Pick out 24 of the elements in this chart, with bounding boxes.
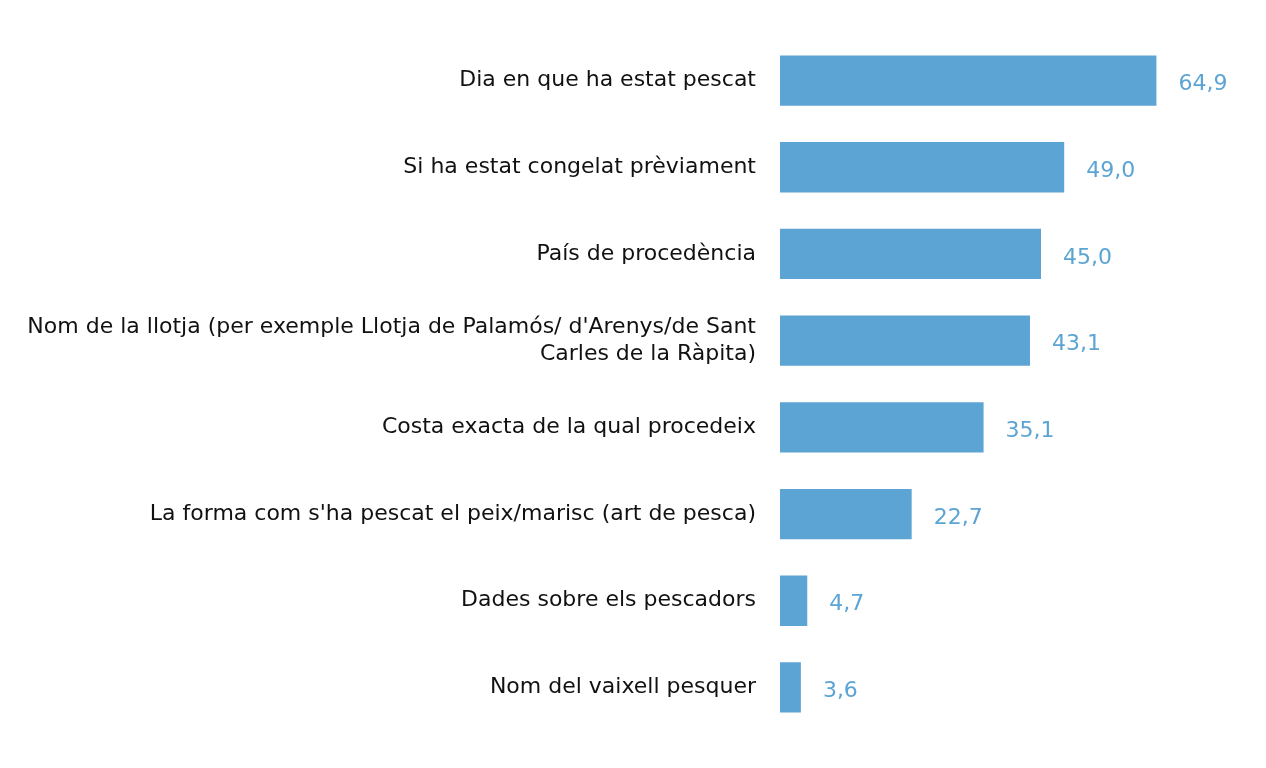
data-label: 43,1 — [1051, 330, 1101, 356]
y-tick-label: Costa exacta de la qual procedeix — [381, 413, 756, 439]
bar — [780, 228, 1041, 280]
data-label: 4,7 — [829, 590, 865, 616]
data-label: 35,1 — [1005, 417, 1055, 443]
data-label: 22,7 — [933, 503, 983, 529]
bar — [780, 55, 1157, 106]
y-tick-label: Dia en que ha estat pescat — [459, 66, 757, 92]
bar — [780, 488, 912, 540]
bar — [780, 402, 984, 453]
y-tick-label: La forma com s'ha pescat el peix/marisc (art de pesca) — [149, 499, 756, 525]
data-label: 3,6 — [822, 677, 858, 703]
y-tick-label: País de procedència — [536, 239, 756, 265]
data-label: 64,9 — [1178, 70, 1228, 96]
data-label: 49,0 — [1086, 156, 1136, 182]
y-tick-label: Nom de la llotja (per exemple Llotja de Palamós/ d'Arenys/de Sant Carles de la Ràpita) — [27, 313, 757, 365]
bar — [780, 315, 1030, 366]
data-label: 45,0 — [1063, 243, 1112, 269]
y-tick-label: Dades sobre els pescadors — [461, 586, 756, 612]
bar — [780, 142, 1065, 193]
y-tick-label: Si ha estat congelat prèviament — [403, 152, 757, 178]
bar — [780, 662, 801, 713]
y-tick-label: Nom del vaixell pesquer — [489, 673, 757, 699]
bar — [780, 575, 808, 626]
